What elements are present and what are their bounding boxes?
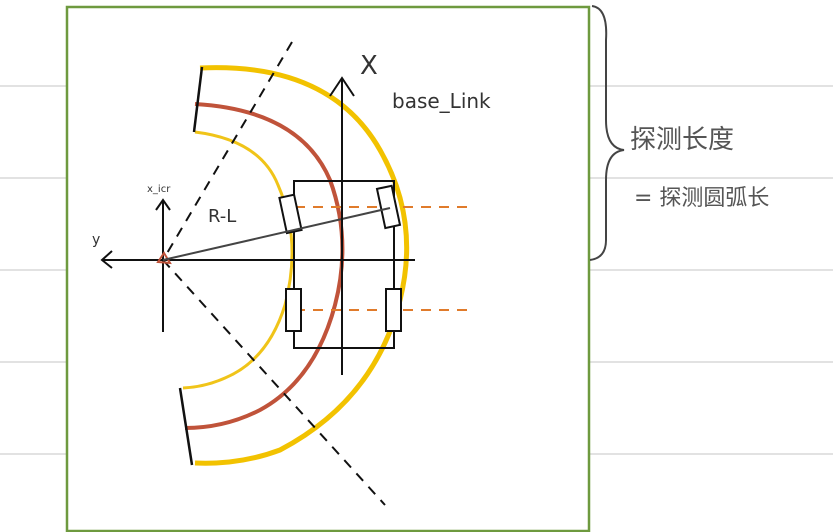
rear-right-wheel bbox=[385, 288, 402, 332]
base-link-x-arrow bbox=[329, 76, 355, 97]
robot-body bbox=[293, 180, 395, 349]
front-right-wheel bbox=[375, 184, 402, 230]
radius-label: R-L bbox=[208, 206, 236, 227]
center-path-arc bbox=[184, 102, 345, 430]
radius-line bbox=[162, 207, 391, 261]
rear-left-wheel bbox=[285, 288, 302, 332]
dashed-ray-top bbox=[162, 41, 293, 261]
dashed-ray-bottom bbox=[162, 259, 386, 506]
arc-bottom-cap bbox=[178, 387, 194, 466]
arc-top-cap bbox=[192, 66, 204, 133]
y-axis-label: y bbox=[92, 232, 100, 248]
front-left-wheel bbox=[278, 193, 303, 235]
diagram-frame bbox=[65, 5, 591, 532]
base-link-label: base_Link bbox=[392, 89, 491, 113]
frame-fill bbox=[67, 7, 589, 531]
detect-arc-length-label: = 探测圆弧长 bbox=[634, 186, 769, 211]
icr-marker bbox=[156, 251, 172, 265]
detect-length-label: 探测长度 bbox=[630, 125, 734, 155]
icr-label: x_icr bbox=[147, 184, 171, 195]
icr-x-axis-arrow bbox=[155, 198, 171, 211]
right-brace bbox=[589, 5, 625, 261]
x-axis-label: X bbox=[360, 51, 378, 81]
y-axis-arrow bbox=[100, 250, 113, 269]
